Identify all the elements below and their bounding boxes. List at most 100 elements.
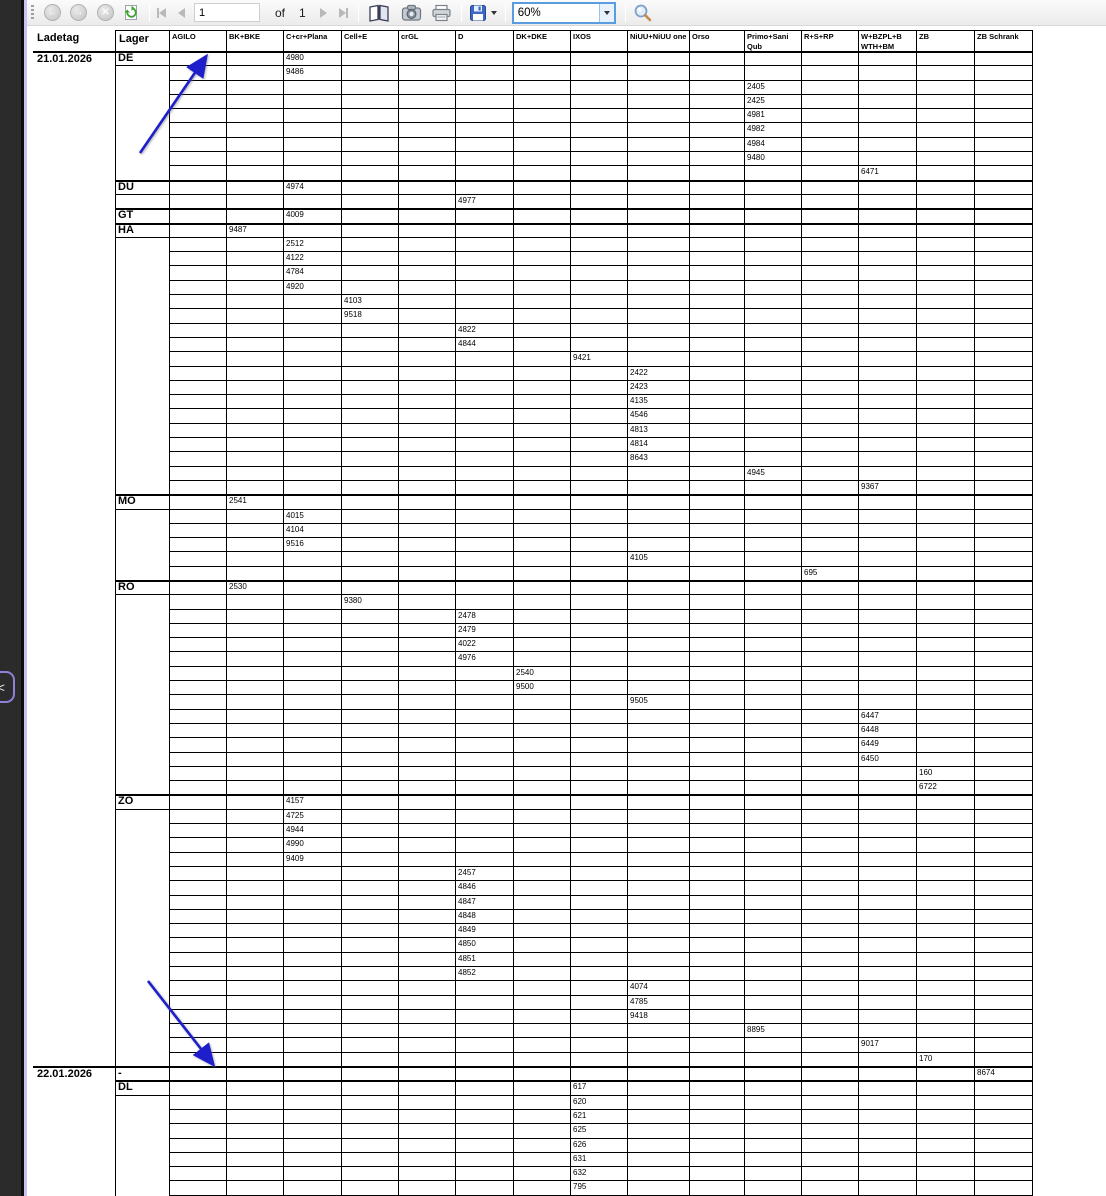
table-cell — [917, 166, 975, 181]
table-cell — [342, 580, 399, 596]
table-cell — [227, 380, 284, 396]
table-cell — [170, 109, 227, 124]
table-cell — [628, 94, 690, 110]
table-cell — [456, 523, 514, 539]
lager-header: Lager — [115, 30, 170, 52]
table-row: 2457 — [170, 866, 1033, 882]
forward-button[interactable]: → — [70, 4, 87, 21]
table-cell — [745, 1067, 802, 1082]
table-cell: 2540 — [514, 666, 571, 682]
table-cell — [628, 209, 690, 224]
table-cell — [399, 695, 456, 710]
table-cell — [514, 495, 571, 510]
zoom-dropdown-button[interactable] — [598, 3, 614, 22]
table-cell — [628, 781, 690, 796]
table-cell — [227, 423, 284, 439]
table-cell — [514, 109, 571, 124]
toolbar-grip-handle[interactable] — [31, 4, 34, 21]
table-cell — [917, 981, 975, 996]
table-row: 2422 — [170, 366, 1033, 381]
table-cell — [571, 194, 628, 210]
table-cell — [975, 180, 1033, 195]
table-cell — [975, 766, 1033, 782]
column-header: W+BZPL+B WTH+BM — [859, 30, 917, 52]
table-cell — [628, 495, 690, 510]
table-cell — [975, 466, 1033, 481]
table-cell — [745, 609, 802, 624]
refresh-icon[interactable] — [123, 4, 140, 21]
table-cell — [342, 1038, 399, 1053]
table-cell — [284, 309, 342, 324]
table-cell — [227, 366, 284, 381]
table-cell — [745, 723, 802, 739]
export-save-icon[interactable] — [469, 4, 487, 22]
table-cell — [859, 1095, 917, 1110]
table-cell — [514, 280, 571, 296]
table-cell — [399, 766, 456, 782]
table-cell — [917, 924, 975, 939]
table-cell — [802, 1038, 859, 1053]
page-number-input[interactable] — [194, 3, 260, 22]
table-row: 626 — [170, 1138, 1033, 1153]
table-cell — [802, 352, 859, 367]
table-cell — [227, 1095, 284, 1110]
table-cell — [399, 495, 456, 510]
table-row: 4022 — [170, 638, 1033, 653]
table-cell — [342, 352, 399, 367]
export-dropdown-caret[interactable] — [490, 10, 497, 15]
table-cell: 170 — [917, 1052, 975, 1068]
table-cell — [975, 1081, 1033, 1096]
table-cell — [342, 409, 399, 424]
table-cell — [571, 938, 628, 953]
table-cell — [571, 523, 628, 539]
table-cell — [859, 452, 917, 467]
table-row: 4847 — [170, 895, 1033, 910]
page-setup-icon[interactable] — [401, 4, 422, 22]
table-cell — [917, 566, 975, 581]
date-lager-section: ZO 4157 4725 4944 4990 9409 2457 4846 4847 4848 48… — [33, 794, 1033, 1068]
table-cell — [456, 852, 514, 867]
previous-page-button[interactable] — [178, 5, 185, 21]
table-cell — [975, 938, 1033, 953]
table-cell — [342, 795, 399, 810]
table-cell — [571, 695, 628, 710]
table-cell: 6450 — [859, 752, 917, 767]
table-cell — [628, 52, 690, 67]
table-cell — [284, 1052, 342, 1068]
first-page-button[interactable] — [157, 5, 166, 21]
total-pages-label: 1 — [299, 5, 306, 20]
collapse-panel-button[interactable]: < — [0, 671, 15, 703]
table-cell — [399, 80, 456, 95]
find-search-icon[interactable] — [633, 3, 653, 23]
print-layout-icon[interactable] — [368, 4, 390, 22]
table-cell — [514, 1081, 571, 1096]
table-cell — [227, 80, 284, 95]
table-cell — [802, 924, 859, 939]
table-cell: 9017 — [859, 1038, 917, 1053]
table-cell — [859, 66, 917, 81]
table-cell — [917, 638, 975, 653]
table-cell — [571, 109, 628, 124]
table-cell — [975, 137, 1033, 153]
table-cell — [859, 838, 917, 853]
table-cell — [399, 1009, 456, 1025]
lager-label: - — [116, 1067, 169, 1082]
table-cell: 4022 — [456, 638, 514, 653]
table-cell — [399, 1181, 456, 1196]
table-cell — [284, 166, 342, 181]
stop-button[interactable]: ✕ — [97, 4, 114, 21]
table-cell — [284, 766, 342, 782]
table-cell — [802, 80, 859, 95]
table-cell — [571, 1067, 628, 1082]
table-cell — [571, 566, 628, 581]
last-page-button[interactable] — [338, 5, 348, 21]
back-button[interactable]: ← — [44, 4, 61, 21]
print-icon[interactable] — [431, 4, 452, 22]
table-cell — [917, 824, 975, 839]
zoom-combobox[interactable]: 60% — [511, 1, 616, 24]
table-cell — [170, 552, 227, 567]
table-cell — [170, 1081, 227, 1096]
table-cell — [975, 409, 1033, 424]
next-page-button[interactable] — [319, 5, 327, 21]
